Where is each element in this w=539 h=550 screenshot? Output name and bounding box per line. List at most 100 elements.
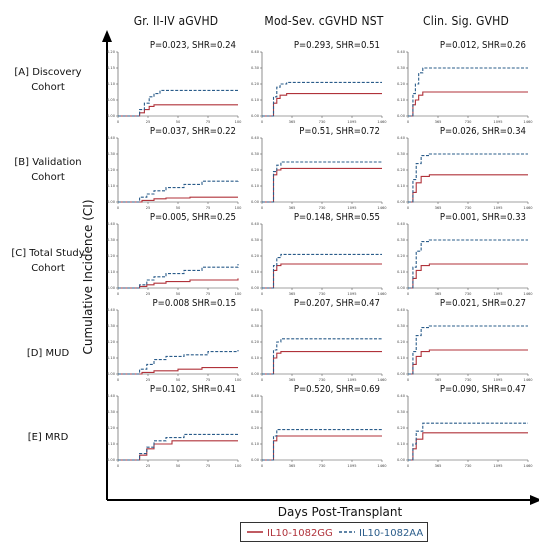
y-tick-label: 0.10 <box>397 184 406 188</box>
km-panel: P=0.008 SHR=0.15 0 25 50 75 100 0.00 0.10 0.20 0.… <box>107 298 242 382</box>
x-tick-label: 0 <box>117 206 120 210</box>
row-label-line: Cohort <box>31 82 65 93</box>
km-panel: P=0.102, SHR=0.41 0 25 50 75 100 0.00 0.10 0.20 0… <box>107 384 242 468</box>
y-tick-label: 0.00 <box>397 114 406 118</box>
series-line-il10-1082aa <box>262 253 382 289</box>
y-tick-label: 0.30 <box>251 238 260 242</box>
y-tick-label: 0.00 <box>251 114 260 118</box>
x-tick-label: 730 <box>319 206 327 210</box>
x-tick-label: 0 <box>117 464 120 468</box>
km-panel: P=0.207, SHR=0.47 0 365 730 1095 1460 0.00 0.10… <box>251 298 387 382</box>
y-tick-label: 0.30 <box>251 66 260 70</box>
y-tick-label: 0.40 <box>107 308 116 312</box>
row-label-discovery: [A] Discovery Cohort <box>0 65 96 95</box>
row-label-mrd: [E] MRD <box>0 430 96 445</box>
x-tick-label: 75 <box>206 464 211 468</box>
x-tick-label: 1460 <box>377 206 387 210</box>
x-tick-label: 100 <box>235 120 243 124</box>
y-tick-label: 0.00 <box>397 286 406 290</box>
y-tick-label: 0.15 <box>107 66 115 70</box>
x-tick-label: 100 <box>235 206 243 210</box>
x-tick-label: 50 <box>176 120 181 124</box>
y-tick-label: 0.40 <box>107 222 116 226</box>
x-tick-label: 0 <box>117 120 120 124</box>
x-tick-label: 365 <box>289 292 296 296</box>
x-tick-label: 1460 <box>377 292 387 296</box>
y-tick-label: 0.10 <box>251 442 260 446</box>
x-tick-label: 1460 <box>523 464 533 468</box>
y-tick-label: 0.20 <box>251 168 260 172</box>
y-tick-label: 0.10 <box>107 442 116 446</box>
series-line-il10-1082gg <box>262 93 382 117</box>
x-tick-label: 25 <box>146 464 151 468</box>
panel-annotation: P=0.293, SHR=0.51 <box>294 40 380 51</box>
series-line-il10-1082aa <box>408 153 528 203</box>
x-tick-label: 25 <box>146 120 151 124</box>
series-line-il10-1082aa <box>262 338 382 375</box>
series-line-il10-1082aa <box>262 81 382 117</box>
y-tick-label: 0.30 <box>107 152 116 156</box>
x-tick-label: 730 <box>319 378 327 382</box>
y-tick-label: 0.40 <box>251 308 260 312</box>
y-tick-label: 0.10 <box>397 356 406 360</box>
panel-annotation: P=0.021, SHR=0.27 <box>440 298 526 309</box>
x-axis-title: Days Post-Transplant <box>277 505 403 519</box>
y-tick-label: 0.00 <box>251 372 260 376</box>
x-tick-label: 0 <box>407 378 410 382</box>
legend-label-gg: IL10-1082GG <box>267 528 333 539</box>
y-tick-label: 0.20 <box>397 340 406 344</box>
y-tick-label: 0.00 <box>251 458 260 462</box>
y-tick-label: 0.30 <box>397 410 406 414</box>
series-line-il10-1082gg <box>118 104 238 117</box>
y-tick-label: 0.10 <box>107 82 116 86</box>
y-tick-label: 0.40 <box>251 50 260 54</box>
y-tick-label: 0.00 <box>107 200 116 204</box>
series-line-il10-1082aa <box>408 422 528 461</box>
series-line-il10-1082aa <box>408 325 528 375</box>
legend-graphic: IL10-1082GG IL10-1082AA <box>247 528 423 539</box>
y-tick-label: 0.30 <box>251 410 260 414</box>
y-tick-label: 0.05 <box>107 98 115 102</box>
x-tick-label: 1460 <box>377 378 387 382</box>
panel-annotation: P=0.008 SHR=0.15 <box>153 298 236 309</box>
y-tick-label: 0.30 <box>107 410 116 414</box>
y-tick-label: 0.20 <box>107 426 116 430</box>
row-label-line: Cohort <box>31 263 65 274</box>
panel-annotation: P=0.012, SHR=0.26 <box>440 40 526 51</box>
x-tick-label: 1460 <box>377 464 387 468</box>
y-tick-label: 0.10 <box>251 356 260 360</box>
y-tick-label: 0.10 <box>251 184 260 188</box>
series-line-il10-1082gg <box>118 196 238 203</box>
series-line-il10-1082aa <box>408 67 528 117</box>
y-tick-label: 0.40 <box>251 136 260 140</box>
x-tick-label: 730 <box>465 292 473 296</box>
x-tick-label: 100 <box>235 292 243 296</box>
x-tick-label: 365 <box>289 378 296 382</box>
x-tick-label: 1095 <box>347 206 356 210</box>
x-tick-label: 0 <box>261 464 264 468</box>
y-tick-label: 0.20 <box>397 82 406 86</box>
x-tick-label: 365 <box>435 464 442 468</box>
x-tick-label: 730 <box>319 120 327 124</box>
series-line-il10-1082aa <box>118 350 239 375</box>
panel-annotation: P=0.001, SHR=0.33 <box>440 212 526 223</box>
column-title-clin-sig: Clin. Sig. GVHD <box>423 14 509 28</box>
x-tick-label: 1095 <box>347 120 356 124</box>
y-tick-label: 0.20 <box>251 254 260 258</box>
y-tick-label: 0.30 <box>107 324 116 328</box>
y-tick-label: 0.10 <box>397 98 406 102</box>
row-label-line: [E] MRD <box>27 432 69 443</box>
km-panel: P=0.023, SHR=0.24 0 25 50 75 100 0.00 0.05 0.10 0… <box>107 40 242 124</box>
y-tick-label: 0.00 <box>251 286 260 290</box>
panel-annotation: P=0.102, SHR=0.41 <box>150 384 236 395</box>
y-tick-label: 0.10 <box>251 98 260 102</box>
row-label-mud: [D] MUD <box>0 346 96 361</box>
legend: IL10-1082GG IL10-1082AA <box>240 522 428 542</box>
km-panel: P=0.001, SHR=0.33 0 365 730 1095 1460 0.00 0.10… <box>397 212 533 296</box>
panel-annotation: P=0.520, SHR=0.69 <box>294 384 380 395</box>
y-tick-label: 0.20 <box>251 82 260 86</box>
x-tick-label: 365 <box>289 464 296 468</box>
x-tick-label: 1095 <box>493 292 502 296</box>
y-tick-label: 0.40 <box>397 308 406 312</box>
